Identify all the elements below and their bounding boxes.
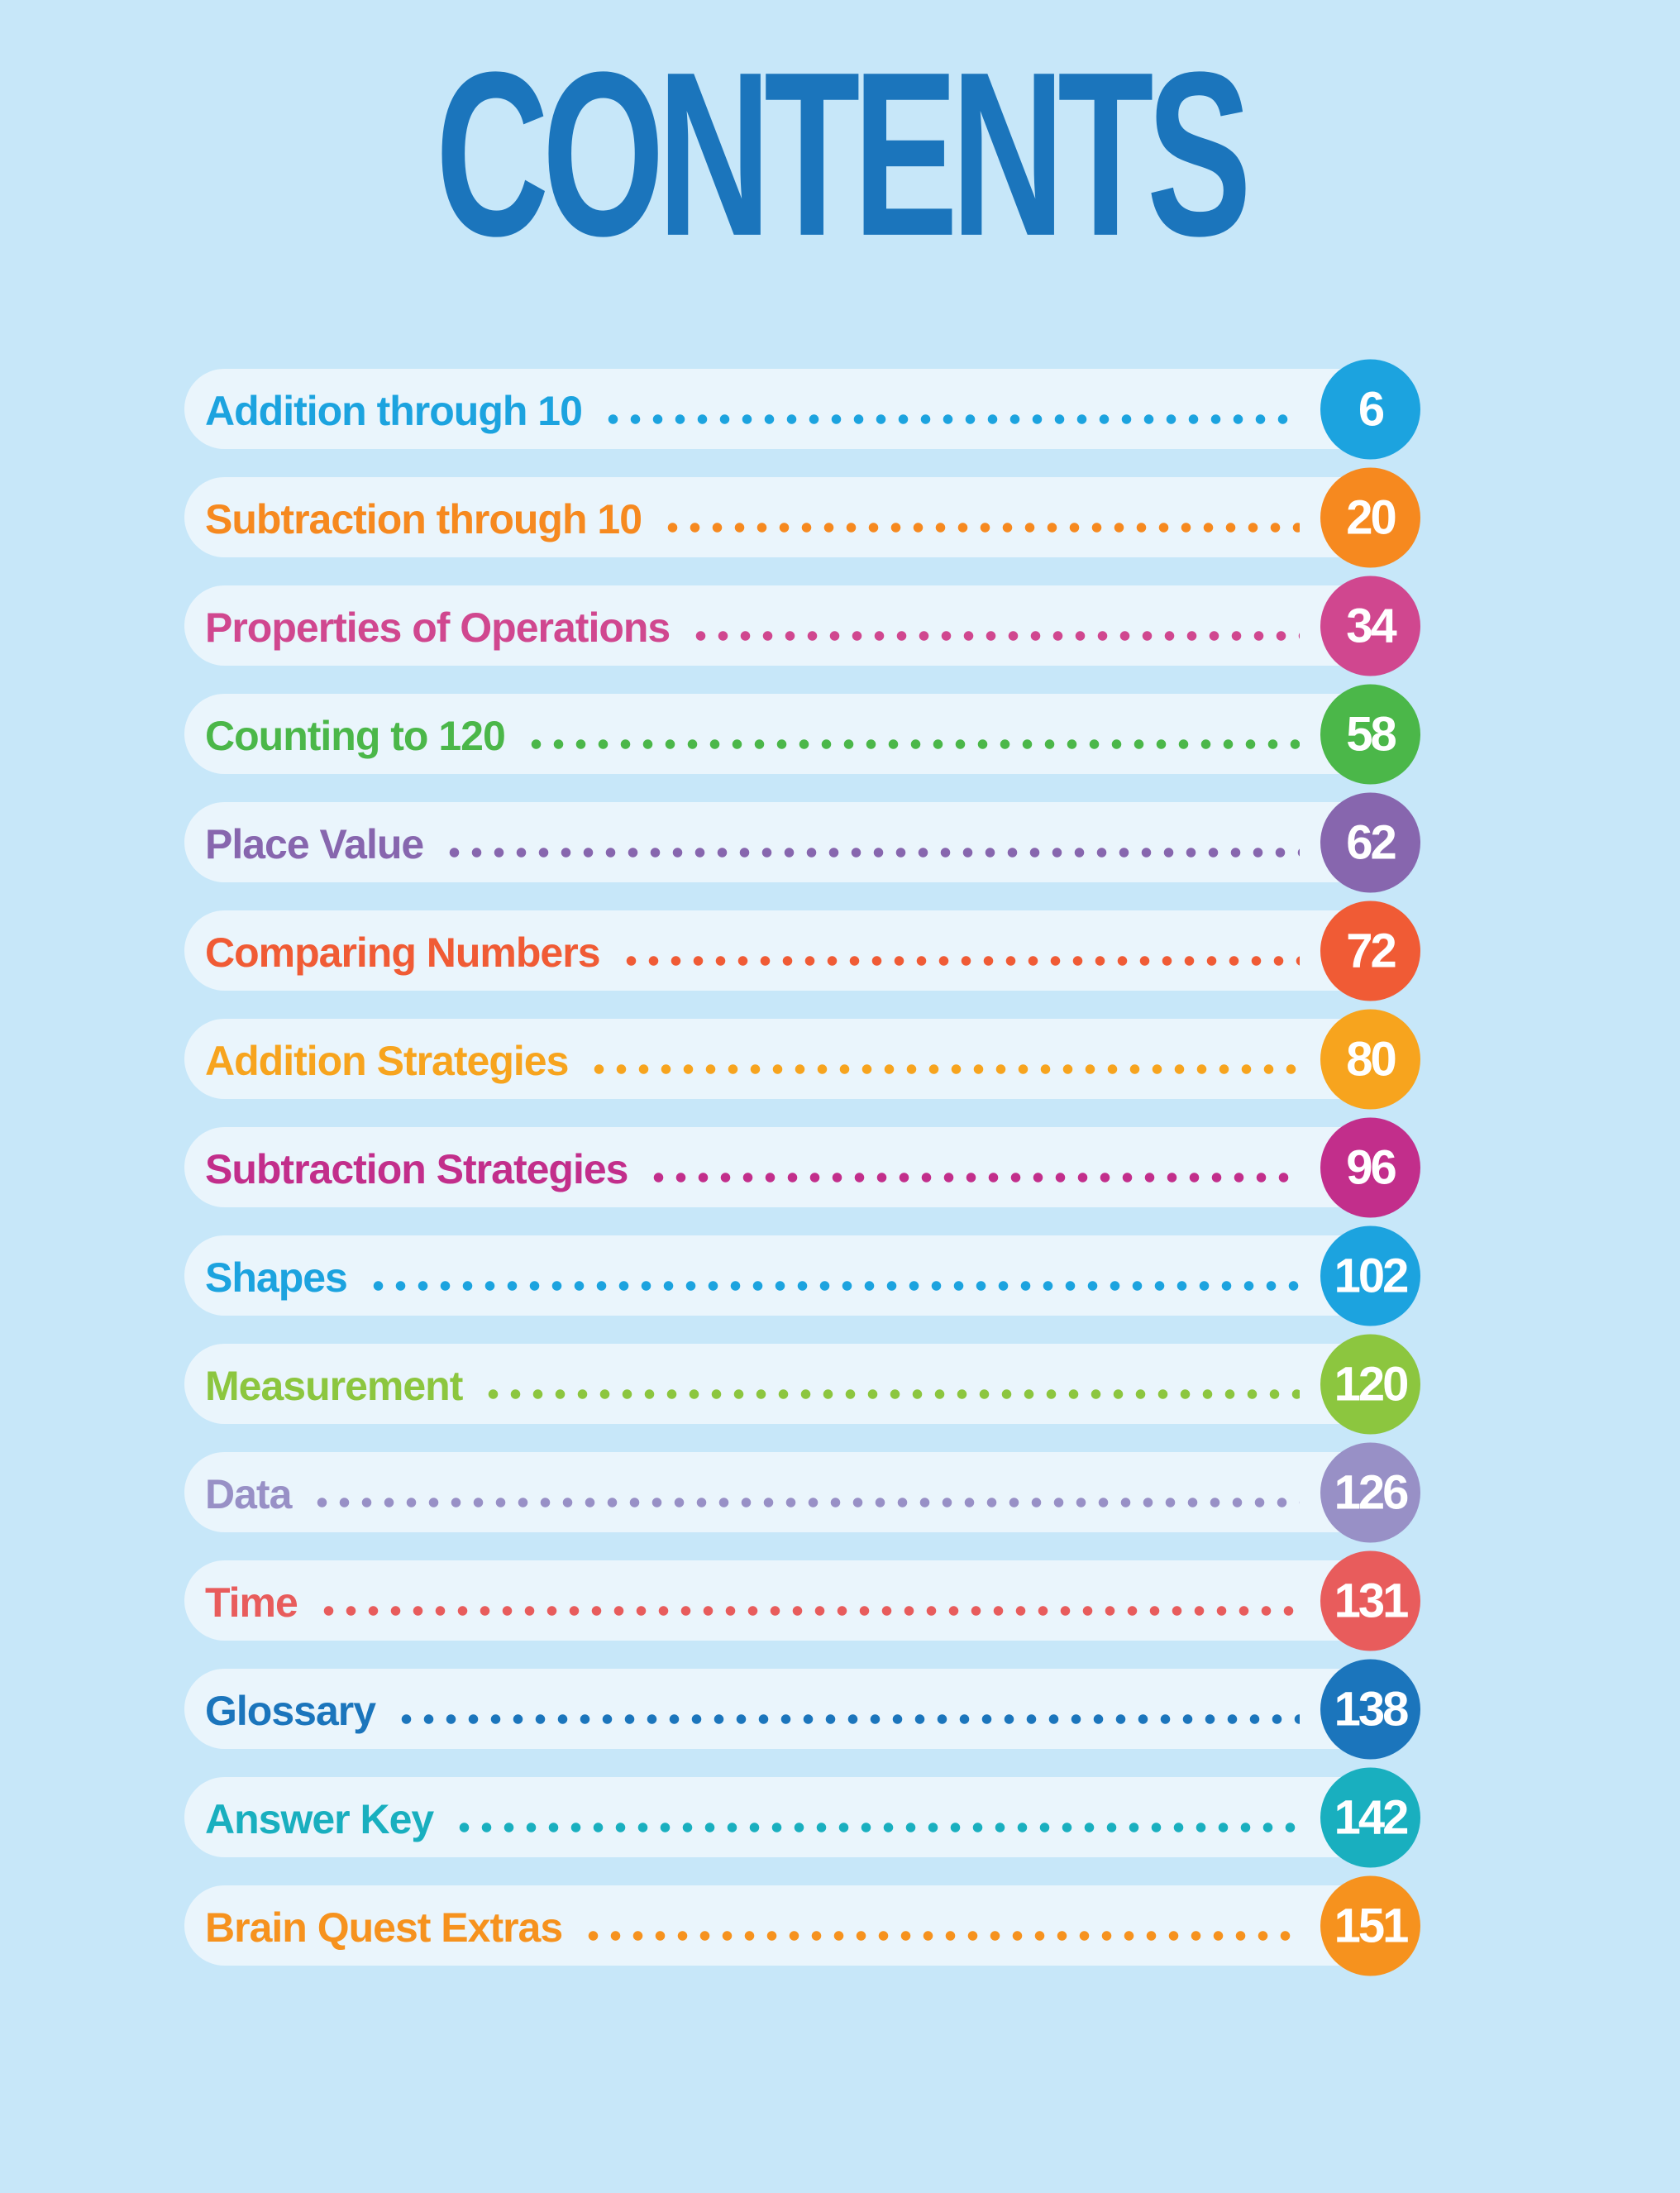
page-number: 80: [1346, 1032, 1396, 1086]
toc-entry-label: Properties of Operations: [205, 604, 671, 651]
dotted-leader: [482, 1388, 1300, 1399]
dotted-leader: [317, 1605, 1300, 1616]
toc-entry-label: Data: [205, 1470, 292, 1517]
page-number-badge: 80: [1320, 1009, 1420, 1109]
page-number: 120: [1334, 1357, 1410, 1411]
page-number: 131: [1334, 1574, 1410, 1627]
toc-entry-label: Place Value: [205, 820, 424, 867]
page-number-badge: 58: [1320, 684, 1420, 784]
toc-entry-label: Subtraction Strategies: [205, 1145, 628, 1192]
page-number: 72: [1346, 924, 1396, 977]
page-number: 142: [1334, 1790, 1410, 1844]
toc-row: Measurement 120: [184, 1334, 1420, 1434]
toc-row: Answer Key 142: [184, 1767, 1420, 1867]
toc-row: Time 131: [184, 1550, 1420, 1651]
dotted-leader: [453, 1822, 1300, 1832]
dotted-leader: [647, 1172, 1300, 1182]
page-number: 151: [1334, 1899, 1410, 1952]
toc-entry-label: Comparing Numbers: [205, 929, 601, 976]
toc-entry-label: Glossary: [205, 1687, 376, 1734]
toc-row: Comparing Numbers 72: [184, 901, 1420, 1001]
toc-row: Addition through 10 6: [184, 359, 1420, 459]
dotted-leader: [588, 1063, 1300, 1074]
toc-entry-label: Answer Key: [205, 1795, 434, 1842]
page-number-badge: 34: [1320, 576, 1420, 676]
dotted-leader: [601, 413, 1300, 424]
toc-row: Shapes 102: [184, 1226, 1420, 1326]
page-number: 6: [1358, 382, 1385, 436]
page-number: 96: [1346, 1140, 1396, 1194]
page-number: 34: [1346, 599, 1396, 652]
toc-row: Subtraction through 10 20: [184, 467, 1420, 567]
toc-row: Subtraction Strategies 96: [184, 1117, 1420, 1217]
toc-row: Properties of Operations 34: [184, 576, 1420, 676]
toc-entry-label: Addition through 10: [205, 387, 583, 434]
dotted-leader: [582, 1930, 1300, 1941]
toc-row: Counting to 120 58: [184, 684, 1420, 784]
dotted-leader: [311, 1497, 1300, 1507]
page-number: 126: [1334, 1465, 1410, 1519]
toc-row: Data 126: [184, 1442, 1420, 1542]
page-header: CONTENTS: [0, 23, 1680, 285]
toc-list: Addition through 10 6 Subtraction throug…: [184, 359, 1420, 1976]
page-number-badge: 120: [1320, 1334, 1420, 1434]
page-number-badge: 96: [1320, 1117, 1420, 1217]
page-number: 20: [1346, 490, 1396, 544]
page-number-badge: 151: [1320, 1875, 1420, 1976]
page-number-badge: 62: [1320, 792, 1420, 892]
page-number-badge: 142: [1320, 1767, 1420, 1867]
page-number: 62: [1346, 815, 1396, 869]
dotted-leader: [690, 630, 1300, 641]
dotted-leader: [524, 738, 1300, 749]
page-number-badge: 20: [1320, 467, 1420, 567]
page-number-badge: 131: [1320, 1550, 1420, 1651]
toc-row: Glossary 138: [184, 1659, 1420, 1759]
page-number-badge: 102: [1320, 1226, 1420, 1326]
toc-row: Addition Strategies 80: [184, 1009, 1420, 1109]
toc-row: Place Value 62: [184, 792, 1420, 892]
toc-entry-label: Counting to 120: [205, 712, 506, 759]
page-number-badge: 138: [1320, 1659, 1420, 1759]
dotted-leader: [366, 1280, 1300, 1291]
dotted-leader: [661, 522, 1300, 533]
toc-entry-label: Shapes: [205, 1254, 348, 1301]
page-number: 138: [1334, 1682, 1410, 1736]
toc-entry-label: Addition Strategies: [205, 1037, 569, 1084]
toc-entry-label: Brain Quest Extras: [205, 1904, 563, 1951]
toc-entry-label: Time: [205, 1579, 298, 1626]
dotted-leader: [443, 847, 1300, 858]
toc-row: Brain Quest Extras 151: [184, 1875, 1420, 1976]
page-number-badge: 126: [1320, 1442, 1420, 1542]
page-title: CONTENTS: [435, 23, 1252, 285]
toc-entry-label: Measurement: [205, 1362, 463, 1409]
page-number-badge: 72: [1320, 901, 1420, 1001]
dotted-leader: [619, 955, 1300, 966]
page-number-badge: 6: [1320, 359, 1420, 459]
page-number: 58: [1346, 707, 1396, 761]
toc-entry-label: Subtraction through 10: [205, 495, 642, 542]
page-number: 102: [1334, 1249, 1410, 1302]
dotted-leader: [395, 1713, 1300, 1724]
